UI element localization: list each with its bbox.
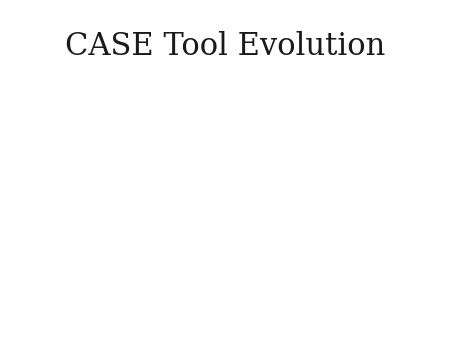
Text: Automated code generation
Linked design automation: Automated code generation Linked design … xyxy=(204,95,323,116)
Text: CASE Tool Evolution: CASE Tool Evolution xyxy=(65,31,385,62)
Text: 1984: 1984 xyxy=(186,285,212,295)
Text: Computer-aided
documentation
Computer-aided
diagramming
Analysis and design tool: Computer-aided documentation Computer-ai… xyxy=(36,95,143,152)
Text: 1987: 1987 xyxy=(267,285,294,295)
Text: Automated design analysis
Automated central repository: Automated design analysis Automated cent… xyxy=(123,183,247,204)
Text: Intelligent methodology
drivers
Reusable code libraries: Intelligent methodology drivers Reusable… xyxy=(288,183,389,216)
Text: 1990: 1990 xyxy=(349,285,375,295)
Text: 1980: 1980 xyxy=(77,285,104,295)
